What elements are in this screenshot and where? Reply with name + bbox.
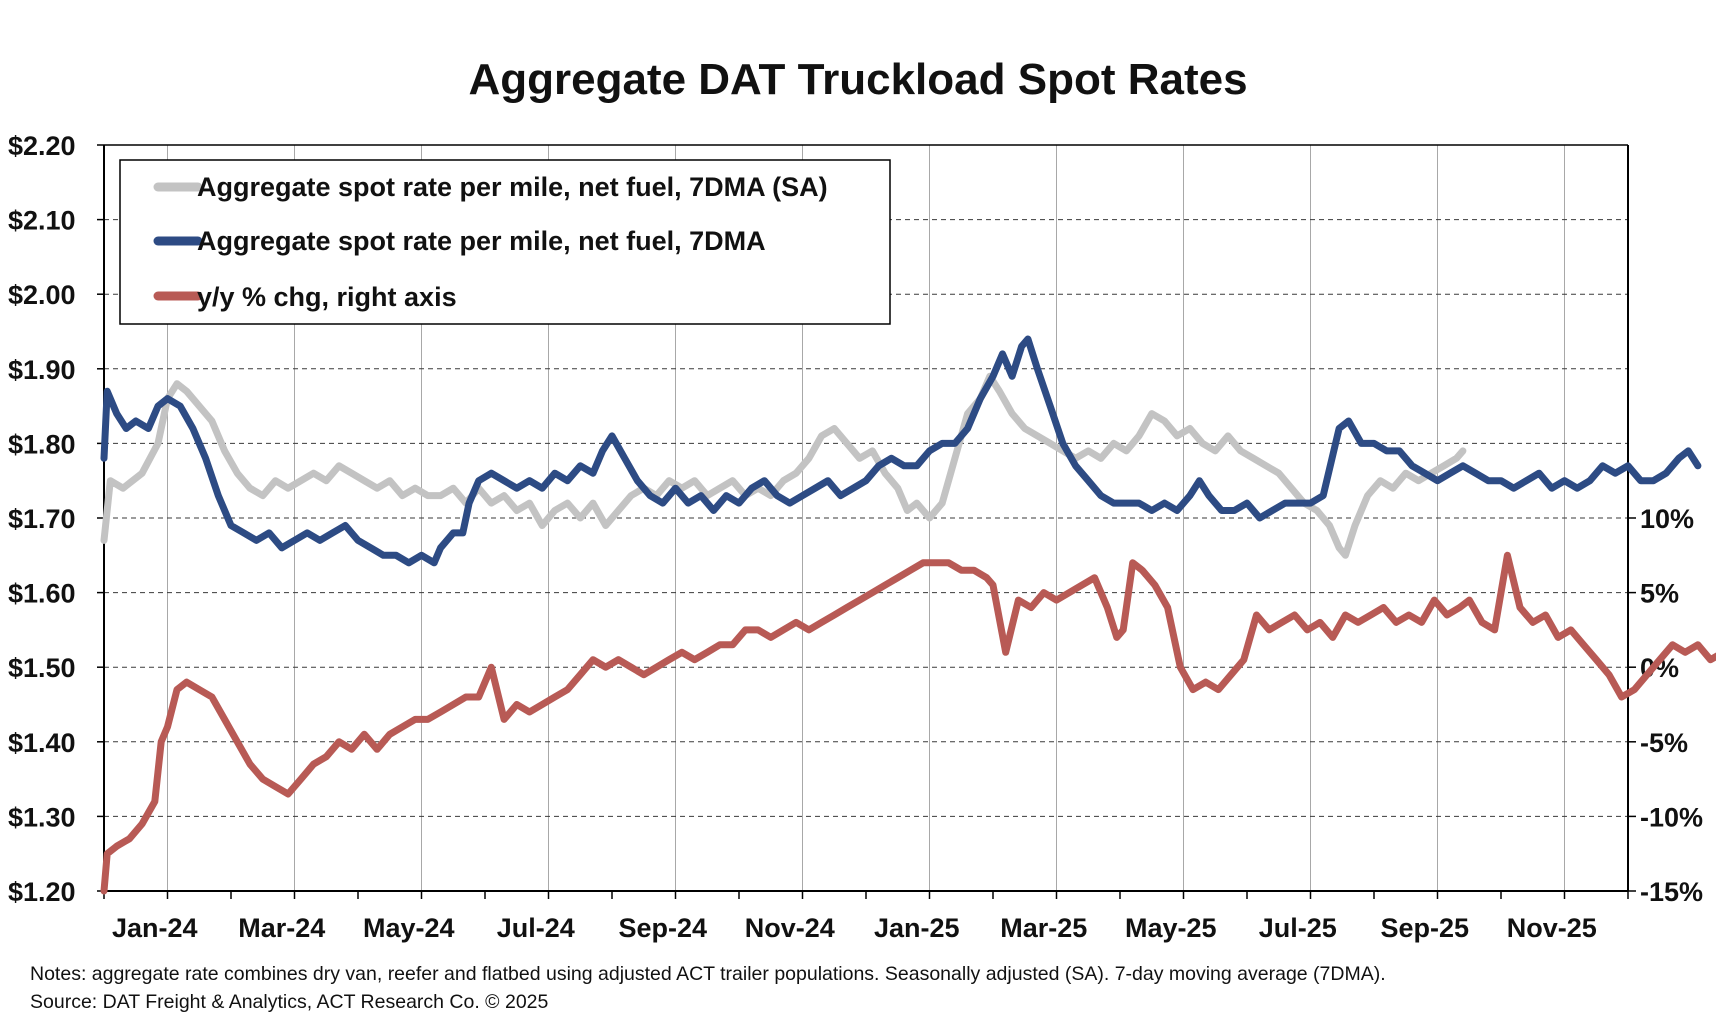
right-axis-tick-label: 5% [1640,579,1679,609]
grid-lines [104,145,1628,891]
data-series [100,335,1716,895]
x-axis-tick-label: Jul-24 [497,913,575,943]
legend-label-yoy-series: y/y % chg, right axis [197,282,457,312]
left-axis-tick-label: $1.50 [8,653,76,683]
right-axis-tick-label: -15% [1640,877,1703,907]
x-axis-tick-label: Sep-24 [619,913,708,943]
axis-ticks: $1.20 $1.30 $1.40 $1.50 $1.60 $1.70 $1.80 $1.90… [8,131,1703,943]
series-line-1 [100,335,1702,567]
legend-label-sa-series: Aggregate spot rate per mile, net fuel, … [197,172,828,202]
left-axis-tick-label: $2.20 [8,131,76,161]
series-line-2 [100,551,1716,895]
left-axis-tick-label: $1.70 [8,504,76,534]
x-axis-tick-label: Nov-24 [745,913,835,943]
x-axis-tick-label: Jul-25 [1259,913,1337,943]
legend-box [119,159,891,325]
chart-title: Aggregate DAT Truckload Spot Rates [468,55,1247,104]
x-axis-tick-label: Jan-24 [112,913,198,943]
chart-notes: Notes: aggregate rate combines dry van, … [30,963,1386,985]
left-axis-tick-label: $1.40 [8,728,76,758]
x-axis-tick-label: Mar-25 [1000,913,1087,943]
series-line-0 [100,372,1467,559]
legend-label-nsa-series: Aggregate spot rate per mile, net fuel, … [197,226,766,256]
x-axis-tick-label: Sep-25 [1381,913,1470,943]
left-axis-tick-label: $1.80 [8,429,76,459]
chart-source: Source: DAT Freight & Analytics, ACT Res… [30,991,549,1013]
left-axis-tick-label: $1.60 [8,579,76,609]
right-axis-tick-label: -5% [1640,728,1688,758]
right-axis-tick-label: -10% [1640,802,1703,832]
left-axis-tick-label: $1.20 [8,877,76,907]
left-axis-tick-label: $2.00 [8,280,76,310]
right-axis-tick-label: 10% [1640,504,1694,534]
x-axis-tick-label: May-24 [363,913,455,943]
x-axis-tick-label: Nov-25 [1507,913,1597,943]
left-axis-tick-label: $2.10 [8,206,76,236]
x-axis-tick-label: May-25 [1125,913,1217,943]
x-axis-tick-label: Mar-24 [238,913,325,943]
left-axis-tick-label: $1.90 [8,355,76,385]
left-axis-tick-label: $1.30 [8,802,76,832]
x-axis-tick-label: Jan-25 [874,913,960,943]
legend: Aggregate spot rate per mile, net fuel, … [119,159,891,325]
